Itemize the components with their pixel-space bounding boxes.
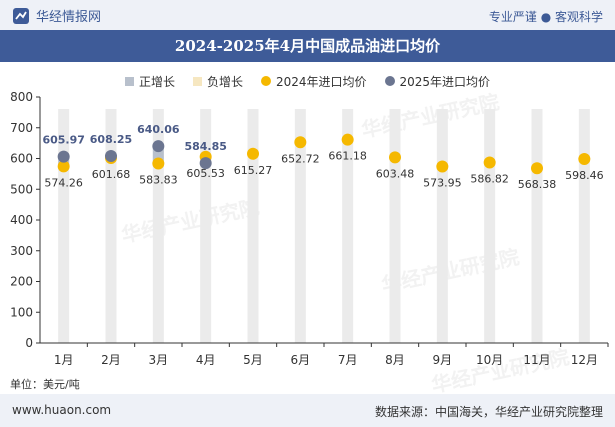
point-2024 (152, 157, 165, 170)
data-label-2024: 574.26 (44, 176, 83, 189)
data-label-2024: 615.27 (234, 164, 273, 177)
point-2024 (341, 133, 354, 146)
column-bg (58, 109, 70, 343)
y-tick-label: 0 (25, 336, 33, 350)
data-label-2025: 640.06 (137, 123, 180, 136)
data-label-2024: 583.83 (139, 173, 178, 186)
y-tick-label: 100 (10, 305, 33, 319)
data-label-2024: 601.68 (92, 168, 131, 181)
legend-item-2025[interactable]: 2025年进口均价 (384, 73, 491, 90)
column-bg (152, 109, 164, 343)
data-label-2024: 568.38 (518, 178, 557, 191)
point-2024 (294, 136, 307, 149)
column-bg (247, 109, 259, 343)
tagline: 专业严谨 ● 客观科学 (488, 10, 603, 24)
y-tick-label: 200 (10, 275, 33, 289)
y-tick-label: 500 (10, 182, 33, 196)
unit-label: 单位：美元/吨 (10, 378, 80, 391)
column-bg (436, 109, 448, 343)
legend-item-up[interactable]: 正增长 (124, 73, 175, 90)
data-source: 数据来源：中国海关，华经产业研究院整理 (374, 405, 603, 419)
brand-name: 华经情报网 (36, 10, 102, 25)
point-2024 (247, 147, 259, 160)
x-tick-label: 6月 (291, 353, 311, 367)
legend-marker-2024 (260, 76, 271, 86)
point-2025 (199, 157, 212, 170)
y-tick-label: 600 (10, 152, 33, 166)
x-tick-label: 2月 (101, 353, 121, 367)
column-bg (105, 109, 117, 343)
column-bg (200, 109, 212, 343)
site-url[interactable]: www.huaon.com (12, 403, 112, 417)
legend: 正增长 负增长 2024年进口均价 2025年进口均价 (0, 70, 615, 92)
x-tick-label: 3月 (149, 353, 169, 367)
brand[interactable]: 华经情报网 (12, 6, 101, 25)
y-tick-label: 800 (10, 90, 33, 104)
data-label-2024: 661.18 (328, 150, 367, 163)
data-label-2024: 573.95 (423, 177, 462, 190)
x-tick-label: 9月 (433, 353, 453, 367)
data-label-2025: 608.25 (90, 133, 132, 146)
change-bar (152, 146, 164, 164)
x-tick-label: 12月 (571, 353, 598, 367)
x-tick-label: 1月 (54, 353, 74, 367)
column-bg (484, 109, 496, 343)
footer-band: www.huaon.com 数据来源：中国海关，华经产业研究院整理 (0, 394, 615, 427)
title-band: 2024-2025年4月中国成品油进口均价 (0, 30, 615, 62)
legend-label-down: 负增长 (206, 74, 243, 89)
x-tick-label: 5月 (243, 353, 263, 367)
point-2024 (436, 160, 449, 173)
legend-swatch-down (192, 76, 202, 86)
legend-item-down[interactable]: 负增长 (192, 73, 243, 90)
legend-item-2024[interactable]: 2024年进口均价 (260, 73, 367, 90)
point-2025 (152, 140, 165, 153)
logo-icon (13, 7, 29, 24)
chart-title: 2024-2025年4月中国成品油进口均价 (174, 37, 441, 55)
x-tick-label: 8月 (385, 353, 405, 367)
legend-swatch-up (124, 76, 134, 86)
point-2024 (389, 151, 401, 164)
point-2024 (578, 152, 591, 165)
data-label-2025: 605.97 (42, 134, 84, 147)
data-label-2025: 584.85 (184, 140, 226, 153)
x-tick-label: 11月 (523, 353, 550, 367)
column-bg (294, 109, 306, 343)
y-tick-label: 300 (10, 244, 33, 258)
legend-label-2024: 2024年进口均价 (275, 74, 367, 89)
x-tick-label: 7月 (338, 353, 358, 367)
data-label-2024: 586.82 (470, 173, 509, 186)
y-tick-label: 700 (10, 121, 33, 135)
data-label-2024: 652.72 (281, 152, 320, 165)
x-tick-label: 10月 (476, 353, 503, 367)
legend-label-up: 正增长 (138, 74, 175, 89)
point-2024 (483, 156, 496, 169)
column-bg (342, 109, 354, 343)
legend-marker-2025 (384, 76, 395, 86)
column-bg (389, 109, 401, 343)
x-tick-label: 4月 (196, 353, 216, 367)
data-label-2024: 598.46 (565, 169, 604, 182)
data-label-2024: 603.48 (376, 167, 415, 180)
data-label-2024: 605.53 (186, 167, 225, 180)
point-2024 (57, 160, 70, 173)
point-2025 (57, 150, 70, 163)
point-2025 (105, 149, 117, 162)
y-tick-label: 400 (10, 213, 33, 227)
column-bg (531, 109, 543, 343)
point-2024 (531, 162, 543, 175)
column-bg (578, 109, 590, 343)
top-banner: 华经情报网 专业严谨 ● 客观科学 (0, 0, 615, 30)
legend-label-2025: 2025年进口均价 (399, 74, 491, 89)
